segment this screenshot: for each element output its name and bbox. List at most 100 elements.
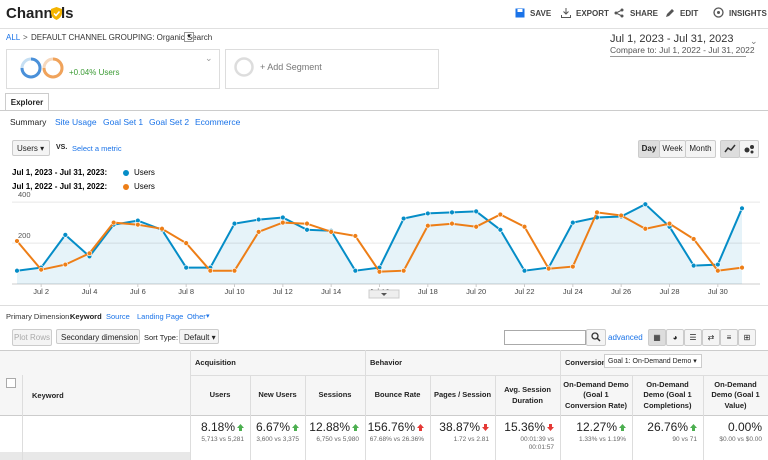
point bbox=[207, 268, 214, 274]
column-header[interactable]: Pages / Session bbox=[433, 390, 492, 400]
total-compare: 1.72 vs 2.81 bbox=[453, 436, 489, 443]
dimension-option[interactable]: Landing Page bbox=[137, 312, 184, 321]
period-button[interactable]: Day bbox=[638, 140, 660, 158]
subtab[interactable]: Goal Set 2 bbox=[149, 117, 190, 127]
view-bar[interactable]: ☰ bbox=[684, 329, 702, 346]
column-header[interactable]: Sessions bbox=[318, 390, 352, 400]
column-header[interactable]: Avg. Session Duration bbox=[504, 385, 551, 405]
select-metric[interactable]: Select a metric bbox=[72, 144, 122, 153]
other-dropdown[interactable]: ▾ bbox=[206, 313, 210, 320]
column-header[interactable]: On-Demand Demo (Goal 1 Completions) bbox=[643, 380, 692, 410]
column-header[interactable]: Users bbox=[209, 390, 231, 400]
scroll-arrow bbox=[381, 293, 387, 296]
breadcrumb-dropdown[interactable]: ▾ bbox=[184, 32, 194, 42]
action-button[interactable]: EDIT bbox=[680, 9, 699, 18]
total-compare: $0.00 vs $0.00 bbox=[719, 436, 762, 443]
secondary-dimension[interactable]: Secondary dimension ▾ bbox=[56, 329, 140, 357]
total-line: 8.18% bbox=[190, 420, 244, 434]
metric-name: Users bbox=[17, 144, 38, 153]
point bbox=[352, 268, 359, 274]
point bbox=[86, 250, 93, 257]
point bbox=[425, 210, 431, 217]
point bbox=[521, 268, 528, 274]
dimension-option[interactable]: Keyword bbox=[70, 312, 102, 321]
dimension-option[interactable]: Other bbox=[187, 312, 206, 321]
view-compare[interactable]: ⇄ bbox=[702, 329, 720, 346]
breadcrumb-separator: > bbox=[23, 33, 28, 42]
x-tick-label: Jul 28 bbox=[659, 287, 679, 296]
action-button[interactable]: EXPORT bbox=[576, 9, 609, 18]
export-icon[interactable] bbox=[561, 8, 571, 18]
save-icon[interactable] bbox=[515, 8, 525, 18]
action-button[interactable]: INSIGHTS bbox=[729, 9, 767, 18]
advanced-link[interactable]: advanced bbox=[608, 333, 643, 342]
insights-icon[interactable] bbox=[713, 7, 724, 18]
column-header[interactable]: On-Demand Demo (Goal 1 Conversion Rate) bbox=[563, 380, 629, 410]
area bbox=[17, 204, 742, 284]
action-button[interactable]: SHARE bbox=[630, 9, 659, 18]
total-cell: 6.67% 3,600 vs 3,375 bbox=[250, 420, 299, 444]
point bbox=[594, 209, 600, 216]
total-line: 12.27% bbox=[560, 420, 626, 434]
add-segment-box[interactable] bbox=[225, 49, 439, 89]
point bbox=[642, 226, 649, 232]
sort-label: Sort Type: bbox=[144, 333, 179, 342]
edit-icon[interactable] bbox=[665, 8, 675, 18]
column-group: Conversions bbox=[565, 358, 611, 367]
x-tick-label: Jul 30 bbox=[708, 287, 728, 296]
total-cell: 15.36% 00:01:39 vs 00:01:57 bbox=[495, 420, 554, 453]
column-header[interactable]: Keyword bbox=[32, 391, 64, 400]
search-button[interactable] bbox=[586, 329, 606, 346]
select-all[interactable] bbox=[6, 378, 16, 388]
point bbox=[62, 232, 69, 238]
total-cell: 8.18% 5,713 vs 5,281 bbox=[190, 420, 244, 444]
point bbox=[328, 229, 334, 235]
goal-select-text: Goal 1: On-Demand Demo bbox=[608, 358, 692, 365]
action-button[interactable]: SAVE bbox=[530, 9, 552, 18]
view-pivot[interactable]: ⊞ bbox=[738, 329, 756, 346]
subtab[interactable]: Summary bbox=[10, 117, 47, 127]
period-button[interactable]: Month bbox=[685, 140, 716, 158]
column-border bbox=[560, 350, 561, 460]
total-change: 38.87% bbox=[439, 420, 480, 434]
breadcrumb-root[interactable]: ALL bbox=[6, 33, 21, 42]
subtab[interactable]: Goal Set 1 bbox=[103, 117, 144, 127]
goal-select[interactable]: Goal 1: On-Demand Demo ▾ bbox=[604, 354, 702, 368]
metric-select[interactable]: Users ▾ bbox=[12, 140, 50, 156]
dimension-option[interactable]: Source bbox=[106, 312, 130, 321]
date-range[interactable]: Jul 1, 2023 - Jul 31, 2023 bbox=[610, 33, 734, 45]
subtab[interactable]: Site Usage bbox=[55, 117, 97, 127]
point bbox=[304, 227, 310, 233]
column-header[interactable]: Bounce Rate bbox=[374, 390, 421, 400]
compare-range[interactable]: Compare to: Jul 1, 2022 - Jul 31, 2022 bbox=[610, 45, 755, 55]
total-change: 0.00% bbox=[727, 420, 762, 434]
add-segment[interactable]: + Add Segment bbox=[260, 62, 322, 72]
total-change: 6.67% bbox=[255, 420, 290, 434]
view-term-cloud[interactable]: ≡ bbox=[720, 329, 738, 346]
page-title: Channels bbox=[6, 5, 74, 22]
search-input[interactable] bbox=[504, 330, 586, 345]
divider bbox=[0, 28, 768, 29]
date-dropdown[interactable]: ⌄ bbox=[750, 36, 758, 46]
trend-arrow bbox=[619, 423, 626, 431]
period-button[interactable]: Week bbox=[659, 140, 686, 158]
view-pie[interactable]: ◕ bbox=[666, 329, 684, 346]
total-compare: 6,750 vs 5,980 bbox=[316, 436, 359, 443]
plot-rows[interactable]: Plot Rows bbox=[12, 329, 52, 346]
subtab[interactable]: Ecommerce bbox=[195, 117, 241, 127]
tab-explorer[interactable]: Explorer bbox=[5, 93, 49, 111]
total-cell: 0.00% $0.00 vs $0.00 bbox=[703, 420, 762, 444]
segment-box[interactable] bbox=[6, 49, 220, 89]
column-header[interactable]: New Users bbox=[258, 390, 297, 400]
line-chart-toggle[interactable] bbox=[720, 140, 740, 158]
sort-select[interactable]: Default ▾ bbox=[179, 329, 219, 344]
trend-arrow bbox=[292, 423, 299, 431]
share-icon[interactable] bbox=[614, 8, 624, 18]
segment-dropdown[interactable]: ⌄ bbox=[205, 53, 213, 63]
total-line: 6.67% bbox=[250, 420, 299, 434]
view-table[interactable]: ▦ bbox=[648, 329, 666, 346]
motion-chart-toggle[interactable] bbox=[739, 140, 759, 158]
column-header[interactable]: On-Demand Demo (Goal 1 Value) bbox=[711, 380, 760, 410]
total-change: 8.18% bbox=[200, 420, 235, 434]
